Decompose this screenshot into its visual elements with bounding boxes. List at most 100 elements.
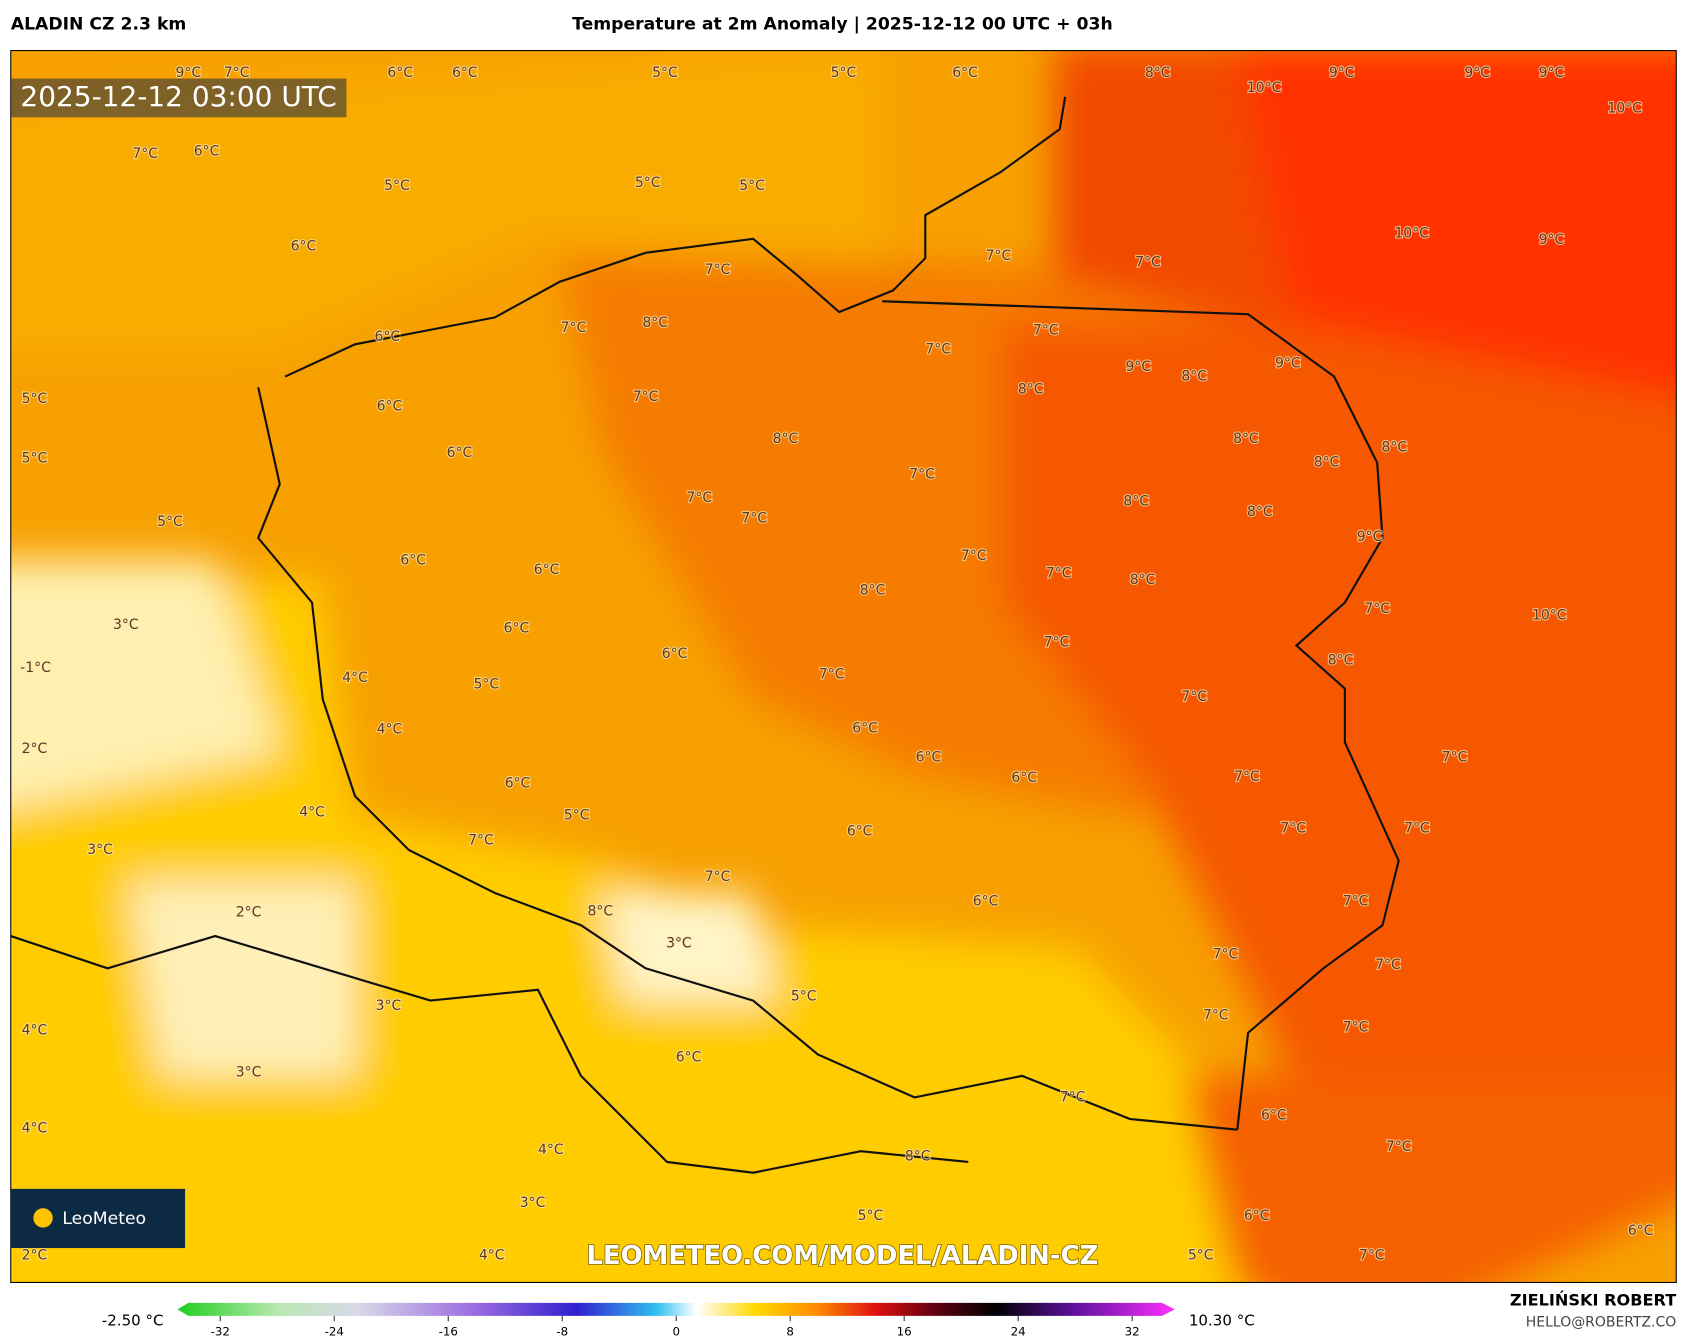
temperature-label: 7°C [1404, 820, 1430, 836]
colorbar-tick-label: -8 [556, 1324, 568, 1338]
borders [10, 96, 1400, 1174]
colorbar [177, 1302, 1175, 1316]
temperature-label: 6°C [447, 445, 473, 461]
temperature-label: 6°C [1628, 1223, 1654, 1239]
temperature-label: 8°C [1018, 381, 1044, 397]
colorbar-tick-label: 16 [897, 1324, 912, 1338]
temperature-label: 3°C [666, 936, 692, 952]
temperature-label: 7°C [1046, 565, 1072, 581]
temperature-label: 7°C [819, 667, 845, 683]
temperature-label: 7°C [1234, 769, 1260, 785]
temperature-label: 7°C [132, 146, 158, 162]
temperature-label: 9°C [1539, 232, 1565, 248]
temperature-label: 8°C [642, 315, 668, 331]
temperature-label: 3°C [113, 617, 139, 633]
temperature-label: 6°C [534, 562, 560, 578]
temperature-label: 8°C [588, 903, 614, 919]
temperature-label: 7°C [1375, 957, 1401, 973]
temperature-label: 7°C [468, 832, 494, 848]
colorbar-tick-label: 32 [1125, 1324, 1140, 1338]
timestamp-box [10, 78, 347, 118]
temperature-label: 5°C [22, 450, 48, 466]
author: ZIELIŃSKI ROBERT [1510, 1290, 1676, 1309]
temperature-label: 5°C [858, 1208, 884, 1224]
temperature-label: 6°C [194, 144, 220, 160]
temperature-label: 7°C [1386, 1139, 1412, 1155]
temperature-label: 6°C [400, 553, 426, 569]
temperature-label: 4°C [342, 670, 368, 686]
temperature-label: 6°C [852, 720, 878, 736]
temperature-label: 6°C [291, 238, 317, 254]
watermark: LEOMETEO.COM/MODEL/ALADIN-CZ [587, 1241, 1099, 1271]
temperature-label: 6°C [452, 65, 478, 81]
temperature-label: 5°C [564, 808, 590, 824]
temperature-label: 6°C [1011, 770, 1037, 786]
temperature-label: 8°C [773, 431, 799, 447]
temperature-label: 7°C [1343, 894, 1369, 910]
temperature-label: 2°C [236, 904, 262, 920]
temperature-label: 6°C [662, 646, 688, 662]
colorbar-tick-label: -16 [439, 1324, 458, 1338]
temperature-label: 7°C [1442, 749, 1468, 765]
field [10, 50, 1677, 1283]
temperature-label: 6°C [916, 749, 942, 765]
temperature-label: 7°C [705, 262, 731, 278]
temperature-label: 7°C [909, 466, 935, 482]
temperature-label: 7°C [687, 490, 713, 506]
temperature-label: 6°C [377, 399, 403, 415]
temperature-label: 4°C [22, 1023, 48, 1039]
temperature-label: 4°C [479, 1248, 505, 1264]
temperature-label: 2°C [22, 741, 48, 757]
temperature-label: 7°C [1213, 946, 1239, 962]
temperature-label: 9°C [1275, 356, 1301, 372]
temperature-label: 10°C [1532, 607, 1567, 623]
colorbar-ticks: -32 -24 -16 -8 0 8 16 24 32 [211, 1315, 1140, 1338]
temperature-label: 5°C [652, 65, 678, 81]
temperature-label: 8°C [1328, 653, 1354, 669]
temperature-label: 6°C [1244, 1208, 1270, 1224]
temperature-label: 3°C [376, 998, 402, 1014]
temperature-label: 8°C [905, 1149, 931, 1165]
temperature-label: 6°C [504, 620, 530, 636]
temperature-label: 6°C [375, 329, 401, 345]
temperature-label: 7°C [1044, 634, 1070, 650]
temperature-label: 7°C [561, 320, 587, 336]
temperature-label: 6°C [676, 1050, 702, 1066]
temperature-label: 6°C [505, 775, 531, 791]
timestamp: 2025-12-12 03:00 UTC [20, 80, 336, 113]
temperature-label: 7°C [1181, 689, 1207, 705]
temperature-label: 7°C [705, 869, 731, 885]
temperature-label: 10°C [1394, 225, 1429, 241]
temperature-label: 7°C [1364, 601, 1390, 617]
temperature-label: 10°C [1607, 101, 1642, 117]
temperature-label: 8°C [1247, 504, 1273, 520]
temperature-label: 4°C [299, 804, 325, 820]
temperature-label: 4°C [22, 1121, 48, 1137]
temperature-label: 5°C [473, 676, 499, 692]
temperature-label: 9°C [1125, 359, 1151, 375]
temperature-label: 3°C [236, 1065, 262, 1081]
logo-sun [33, 1208, 53, 1228]
logo: LeoMeteo [62, 1209, 146, 1229]
colorbar-tick-label: 24 [1011, 1324, 1026, 1338]
temperature-label: 5°C [157, 514, 183, 530]
root: ALADIN CZ 2.3 km Temperature at 2m Anoma… [10, 15, 1677, 1338]
model-name: ALADIN CZ 2.3 km [11, 15, 187, 35]
temperature-label: 3°C [87, 842, 113, 858]
temperature-label: 8°C [1382, 440, 1408, 456]
colorbar-tick-label: 0 [672, 1324, 680, 1338]
temperature-label: 4°C [377, 721, 403, 737]
temperature-label: 6°C [1261, 1108, 1287, 1124]
temperature-label: -1°C [20, 660, 51, 676]
colorbar-tick-label: 8 [786, 1324, 794, 1338]
temperature-label: 6°C [952, 65, 978, 81]
colorbar-tick-label: -32 [211, 1324, 230, 1338]
labels: 9°C 7°C 6°C 6°C 5°C 5°C 6°C 8°C 10°C 9°C 9°C 9°C 10°… [19, 64, 1655, 1265]
temperature-label: 5°C [22, 391, 48, 407]
temperature-label: 7°C [1135, 255, 1161, 271]
temperature-label: 8°C [1181, 369, 1207, 385]
temperature-label: 6°C [973, 894, 999, 910]
temperature-label: 7°C [741, 511, 767, 527]
map-frame [10, 50, 1677, 1284]
